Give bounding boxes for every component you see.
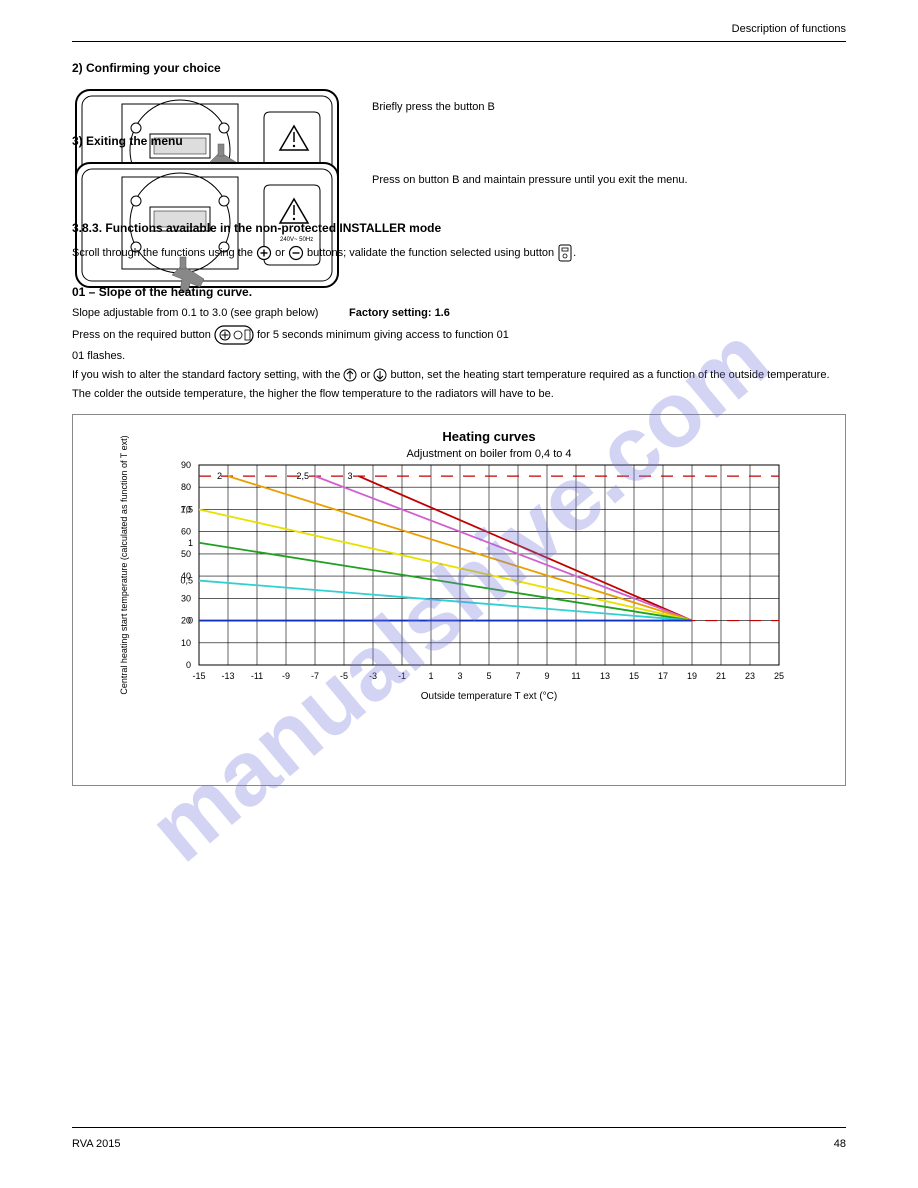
button-panel-icon [214, 325, 254, 345]
footer-left: RVA 2015 [72, 1137, 121, 1152]
svg-text:0,5: 0,5 [180, 575, 193, 585]
fn01-line1a: Slope adjustable from 0.1 to 3.0 (see gr… [72, 307, 318, 319]
step2-body: Briefly press the button B [372, 100, 846, 115]
plus-icon [256, 245, 272, 261]
step3-body: Press on button B and maintain pressure … [372, 173, 846, 188]
fn01-heading: 01 – Slope of the heating curve. [72, 284, 846, 300]
fn01-line1b: Factory setting: 1.6 [349, 307, 450, 319]
svg-text:17: 17 [658, 671, 668, 681]
heating-curves-chart-box: Heating curves Adjustment on boiler from … [72, 414, 846, 786]
svg-text:3: 3 [457, 671, 462, 681]
svg-text:30: 30 [181, 593, 191, 603]
svg-text:25: 25 [774, 671, 784, 681]
svg-text:23: 23 [745, 671, 755, 681]
svg-text:-15: -15 [192, 671, 205, 681]
top-rule [72, 41, 846, 42]
svg-text:50: 50 [181, 549, 191, 559]
svg-text:2: 2 [217, 471, 222, 481]
fn01-line2a: Press on the required button [72, 329, 211, 341]
svg-text:11: 11 [571, 671, 580, 681]
svg-text:0: 0 [188, 615, 193, 625]
footer-right: 48 [834, 1137, 846, 1152]
section-383-heading: 3.8.3. Functions available in the non-pr… [72, 220, 846, 236]
svg-text:Heating curves: Heating curves [442, 429, 535, 444]
svg-text:1: 1 [428, 671, 433, 681]
svg-text:Adjustment on boiler from 0,4: Adjustment on boiler from 0,4 to 4 [406, 448, 571, 460]
svg-text:13: 13 [600, 671, 610, 681]
svg-text:1: 1 [188, 537, 193, 547]
svg-text:-3: -3 [369, 671, 377, 681]
svg-text:60: 60 [181, 526, 191, 536]
s383-a: Scroll through the functions using the [72, 247, 253, 259]
svg-text:240V~ 50Hz: 240V~ 50Hz [280, 237, 313, 243]
svg-text:21: 21 [716, 671, 726, 681]
svg-text:19: 19 [687, 671, 697, 681]
svg-text:0: 0 [186, 660, 191, 670]
down-icon [373, 368, 387, 382]
s383-d: . [573, 247, 576, 259]
fn01-line2b: for 5 seconds minimum giving access to f… [257, 329, 509, 341]
fn01-line5: The colder the outside temperature, the … [72, 387, 846, 402]
s383-b: or [275, 247, 285, 259]
section-383-body: Scroll through the functions using the o… [72, 244, 846, 262]
svg-text:10: 10 [181, 637, 191, 647]
svg-text:5: 5 [486, 671, 491, 681]
svg-text:3: 3 [347, 471, 352, 481]
svg-text:7: 7 [515, 671, 520, 681]
step2-heading: 2) Confirming your choice [72, 60, 846, 76]
s383-c: buttons; validate the function selected … [307, 247, 554, 259]
fn01-line3: 01 flashes. [72, 349, 846, 364]
fn01-line4c: button, set the heating start temperatur… [390, 369, 829, 381]
svg-text:Central heating start temperat: Central heating start temperature (calcu… [119, 435, 129, 694]
header-right: Description of functions [732, 22, 846, 37]
fn01-line4b: or [361, 369, 371, 381]
svg-text:-5: -5 [340, 671, 348, 681]
svg-text:80: 80 [181, 482, 191, 492]
svg-text:-13: -13 [221, 671, 234, 681]
svg-text:-7: -7 [311, 671, 319, 681]
svg-text:9: 9 [544, 671, 549, 681]
svg-text:90: 90 [181, 460, 191, 470]
up-icon [343, 368, 357, 382]
svg-text:-1: -1 [398, 671, 406, 681]
heating-curves-chart: Heating curves Adjustment on boiler from … [109, 425, 809, 745]
svg-text:15: 15 [629, 671, 639, 681]
svg-text:Outside temperature T ext (°C): Outside temperature T ext (°C) [421, 691, 557, 702]
svg-text:-11: -11 [251, 671, 263, 681]
svg-text:2,5: 2,5 [296, 471, 309, 481]
svg-text:1,5: 1,5 [180, 504, 193, 514]
bottom-rule [72, 1127, 846, 1128]
svg-text:-9: -9 [282, 671, 290, 681]
fn01-line4a: If you wish to alter the standard factor… [72, 369, 340, 381]
minus-icon [288, 245, 304, 261]
validate-icon [557, 244, 573, 262]
